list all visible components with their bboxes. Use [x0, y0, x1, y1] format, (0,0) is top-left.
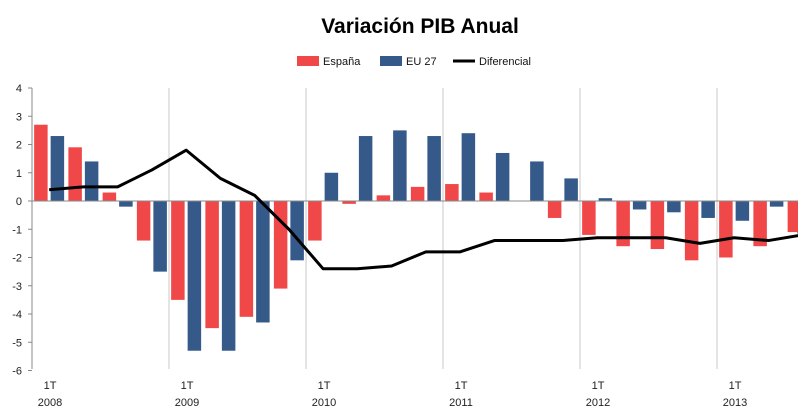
y-tick-label: 4	[16, 83, 22, 95]
bar-espana	[308, 201, 322, 241]
bar-eu27	[735, 201, 750, 221]
legend-label: Diferencial	[479, 56, 531, 68]
bar-eu27	[701, 201, 715, 218]
bar-eu27	[290, 201, 304, 261]
bar-espana	[239, 201, 254, 317]
x-tick-year: 2008	[38, 397, 62, 409]
bar-eu27	[495, 152, 510, 201]
bar-espana	[616, 201, 630, 247]
bar-eu27	[324, 172, 339, 201]
bar-espana	[205, 201, 219, 329]
bars	[34, 124, 798, 351]
x-tick-quarter: 1T	[592, 380, 605, 392]
y-axis: 4 3 2 1 0 -1 -2 -3 -4 -5 -6	[12, 83, 33, 378]
chart-title: Variación PIB Anual	[321, 15, 519, 38]
legend-swatch	[297, 56, 319, 66]
y-tick-label: 1	[16, 168, 22, 180]
bar-espana	[547, 201, 562, 218]
bar-espana	[410, 186, 425, 202]
x-axis: 1T 2008 1T 2009 1T 2010 1T 2011 1T 2012 1T 2013	[38, 380, 747, 409]
y-tick-label: 0	[16, 196, 22, 208]
x-tick-year: 2010	[312, 397, 336, 409]
bar-eu27	[461, 133, 476, 201]
legend: España EU 27 Diferencial	[297, 56, 531, 68]
bar-eu27	[50, 136, 65, 201]
bar-espana	[34, 124, 48, 201]
y-tick-label: 3	[16, 111, 22, 123]
y-tick-label: -3	[12, 281, 22, 293]
x-tick-year: 2011	[449, 397, 473, 409]
bar-espana	[68, 147, 82, 201]
bar-espana	[342, 201, 356, 204]
bar-espana	[136, 201, 151, 241]
y-tick-label: -2	[12, 253, 22, 265]
bar-eu27	[153, 201, 167, 272]
x-tick-year: 2009	[175, 397, 199, 409]
x-tick-year: 2012	[586, 397, 610, 409]
x-tick-quarter: 1T	[181, 380, 194, 392]
bar-eu27	[393, 130, 407, 202]
y-tick-label: -4	[12, 309, 22, 321]
bar-espana	[171, 201, 185, 300]
y-tick-label: 2	[16, 140, 22, 152]
legend-label: España	[323, 56, 361, 68]
x-tick-quarter: 1T	[455, 380, 468, 392]
bar-eu27	[530, 161, 544, 201]
y-tick-label: -5	[12, 337, 22, 349]
bar-espana	[787, 201, 798, 233]
bar-espana	[650, 201, 665, 250]
bar-eu27	[427, 136, 441, 201]
bar-espana	[479, 192, 493, 201]
bar-eu27	[84, 161, 99, 201]
line-series	[49, 148, 798, 271]
bar-eu27	[256, 201, 270, 323]
y-tick-label: -1	[12, 224, 22, 236]
bar-eu27	[221, 201, 236, 351]
bar-eu27	[187, 201, 202, 351]
bar-eu27	[564, 178, 578, 201]
bar-eu27	[358, 136, 373, 201]
legend-label: EU 27	[406, 56, 437, 68]
x-tick-quarter: 1T	[318, 380, 331, 392]
bar-eu27	[769, 201, 784, 207]
x-tick-year: 2013	[723, 397, 747, 409]
bar-eu27	[667, 201, 681, 213]
bar-espana	[273, 201, 288, 289]
bar-espana	[376, 195, 391, 201]
bar-espana	[582, 201, 596, 235]
bar-espana	[445, 184, 459, 201]
gridlines	[31, 88, 718, 369]
bar-eu27	[598, 198, 613, 201]
y-tick-label: -6	[12, 366, 22, 378]
series-line-diferencial	[49, 148, 798, 271]
bar-espana	[719, 201, 733, 258]
bar-eu27	[632, 201, 647, 210]
legend-swatch	[380, 56, 402, 66]
bar-espana	[684, 201, 699, 261]
bar-eu27	[119, 201, 133, 207]
x-tick-quarter: 1T	[729, 380, 742, 392]
x-tick-quarter: 1T	[44, 380, 57, 392]
bar-espana	[102, 192, 117, 201]
bar-espana	[753, 201, 767, 247]
